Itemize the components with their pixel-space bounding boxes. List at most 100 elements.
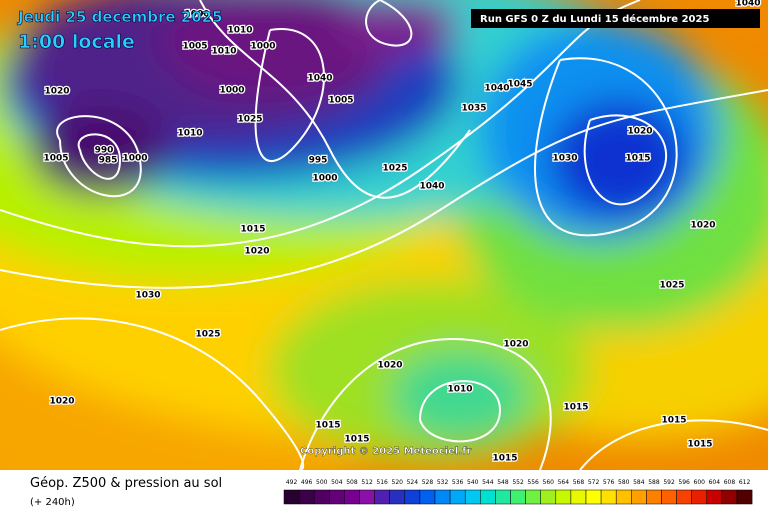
isobar-label: 1015 xyxy=(315,421,340,431)
legend-label: 512 xyxy=(361,479,373,486)
run-box xyxy=(471,9,760,28)
isobar-label: 1020 xyxy=(377,361,402,371)
legend-label: 500 xyxy=(316,479,328,486)
legend-swatch xyxy=(646,489,662,505)
legend-swatch xyxy=(329,489,345,505)
isobar-label: 1020 xyxy=(44,87,69,97)
legend-label: 532 xyxy=(437,479,449,486)
legend-label: 612 xyxy=(739,479,751,486)
legend-label: 548 xyxy=(497,479,509,486)
legend-label: 564 xyxy=(558,479,570,486)
isobar-label: 1000 xyxy=(312,174,337,184)
legend-swatch xyxy=(495,489,511,505)
legend-swatch xyxy=(359,489,375,505)
legend-swatch xyxy=(344,489,360,505)
isobar-label: 1025 xyxy=(659,281,684,291)
forecast-date: Jeudi 25 decembre 2025 xyxy=(17,8,223,26)
isobar-label: 1010 xyxy=(227,26,252,36)
legend-label: 504 xyxy=(331,479,343,486)
isobar-label: 1015 xyxy=(661,416,686,426)
isobar-label: 1045 xyxy=(507,80,532,90)
isobar-label: 990 xyxy=(95,146,114,156)
legend-swatch xyxy=(706,489,723,505)
isobar-label: 1005 xyxy=(43,154,68,164)
legend-label: 552 xyxy=(512,479,524,486)
legend-swatch xyxy=(736,489,753,505)
isobar-label: 1040 xyxy=(735,0,760,9)
footer-title: Géop. Z500 & pression au sol xyxy=(30,476,222,491)
isobar-label: 985 xyxy=(99,156,118,166)
isobar-labels: 1000 1010 1005 1000 1010 1000 1020 1010 1025 1040… xyxy=(42,0,762,465)
legend-label: 496 xyxy=(301,479,313,486)
legend-label: 608 xyxy=(724,479,736,486)
legend-label: 596 xyxy=(678,479,690,486)
run-info: Run GFS 0 Z du Lundi 15 décembre 2025 xyxy=(480,13,709,25)
isobar-label: 1005 xyxy=(182,42,207,52)
isobar-label: 995 xyxy=(309,156,328,166)
legend-label: 492 xyxy=(286,479,298,486)
legend-swatch xyxy=(313,489,330,505)
isobar-label: 1035 xyxy=(461,104,486,114)
legend-label: 592 xyxy=(663,479,675,486)
legend-label: 524 xyxy=(407,479,419,486)
isobar-label: 1015 xyxy=(344,435,369,445)
legend-label: 544 xyxy=(482,479,494,486)
isobar-label: 1020 xyxy=(49,397,74,407)
copyright: Copyright © 2025 Meteociel.fr xyxy=(300,446,471,457)
legend-swatch xyxy=(555,489,572,505)
legend-label: 580 xyxy=(618,479,630,486)
legend-label: 508 xyxy=(346,479,358,486)
isobar-label: 1025 xyxy=(382,164,407,174)
isobar-label: 1000 xyxy=(250,42,275,52)
legend-label: 528 xyxy=(422,479,434,486)
legend-label: 588 xyxy=(648,479,660,486)
isobar-label: 1010 xyxy=(447,385,472,395)
legend-swatch xyxy=(389,489,406,505)
isobar-label: 1020 xyxy=(690,221,715,231)
isobar-label: 1040 xyxy=(307,74,332,84)
footer-subtitle: (+ 240h) xyxy=(30,497,75,508)
isobar-label: 1015 xyxy=(240,225,265,235)
color-legend: 492 496 500 504 508 512 516 520 524 528 532 536 540 5… xyxy=(283,479,753,505)
isobar-label: 1010 xyxy=(211,47,236,57)
legend-swatch xyxy=(585,489,602,505)
isobar-label: 1040 xyxy=(484,84,509,94)
legend-swatch xyxy=(540,489,557,505)
isobar-label: 1025 xyxy=(237,115,262,125)
legend-swatch xyxy=(404,489,421,505)
isobar-label: 1005 xyxy=(328,96,353,106)
isobar-label: 1000 xyxy=(219,86,244,96)
legend-swatch xyxy=(283,489,300,505)
legend-label: 556 xyxy=(527,479,539,486)
isobars xyxy=(0,0,768,470)
isobar-label: 1030 xyxy=(135,291,160,301)
legend-swatch xyxy=(615,489,632,505)
isobar-label: 1025 xyxy=(195,330,220,340)
legend-label: 600 xyxy=(694,479,706,486)
legend-label: 576 xyxy=(603,479,615,486)
legend-label: 572 xyxy=(588,479,600,486)
legend-swatch xyxy=(464,489,481,505)
legend-label: 540 xyxy=(467,479,479,486)
isobar-label: 1015 xyxy=(563,403,588,413)
isobar-label: 1015 xyxy=(687,440,712,450)
forecast-time: 1:00 locale xyxy=(18,31,135,53)
legend-swatch xyxy=(691,489,708,505)
legend-swatch xyxy=(419,489,436,505)
legend-swatch xyxy=(480,489,496,505)
legend-swatch xyxy=(434,489,451,505)
isobar-label: 1015 xyxy=(625,154,650,164)
legend-swatch xyxy=(374,489,390,505)
isobar-label: 1020 xyxy=(627,127,652,137)
legend-label: 584 xyxy=(633,479,645,486)
legend-label: 520 xyxy=(392,479,404,486)
legend-swatch xyxy=(298,489,315,505)
legend-swatch xyxy=(600,489,617,505)
isobar-label: 1020 xyxy=(244,247,269,257)
legend-label: 560 xyxy=(543,479,555,486)
legend-swatch xyxy=(449,489,466,505)
legend-label: 516 xyxy=(376,479,388,486)
legend-swatch xyxy=(525,489,541,505)
